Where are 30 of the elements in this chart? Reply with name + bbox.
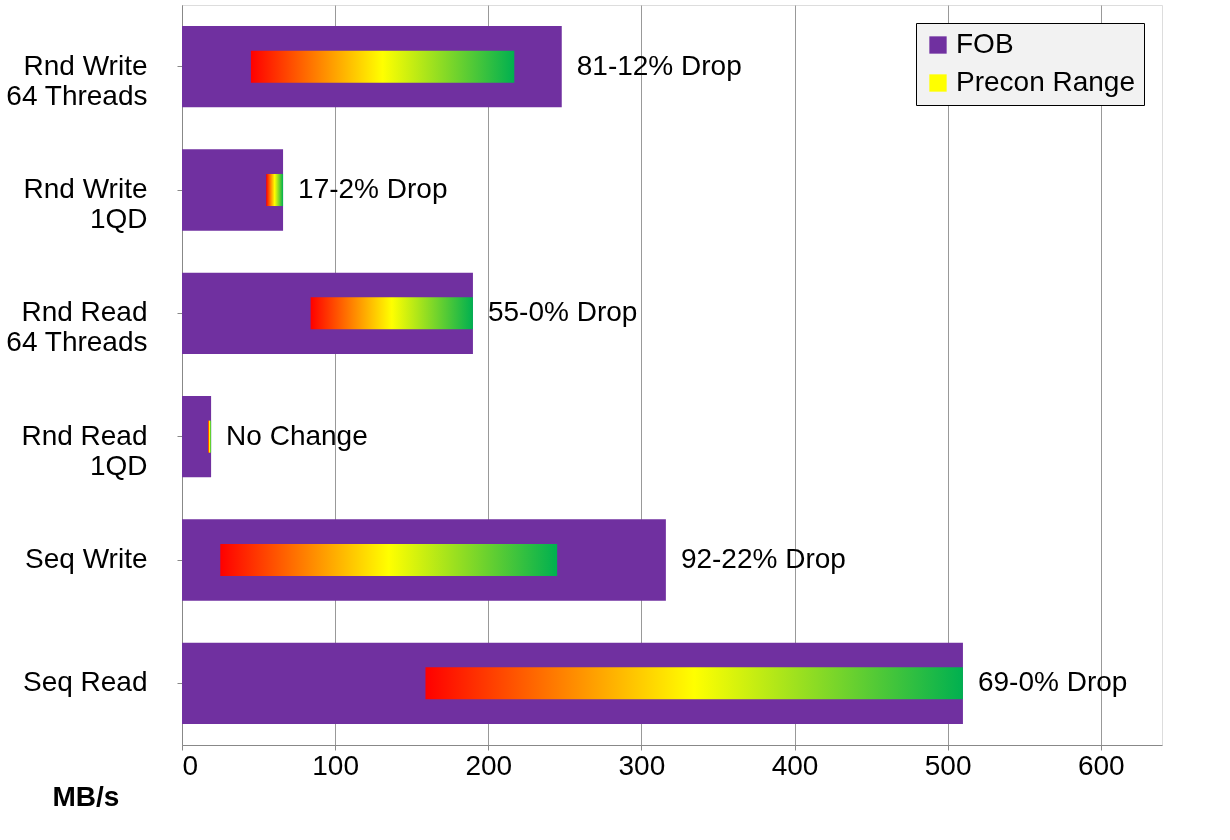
bar [182,149,284,231]
y-tick-label: Seq Write [25,543,148,574]
legend-label: FOB [956,28,1014,59]
y-tick-label: Seq Read [22,666,148,698]
x-tick-label: 300 [618,749,666,781]
x-tick-label: 600 [1077,749,1125,781]
x-tick-label: 100 [312,749,359,781]
bar [250,50,515,83]
x-axis-title: MB/s [52,780,120,812]
annotation: 55-0% Drop [487,296,638,328]
bar [310,297,473,330]
annotation: 69-0% Drop [977,666,1128,698]
bar [220,543,558,577]
bar [208,420,212,453]
legend-label: Precon Range [956,66,1136,97]
x-tick-label: 200 [465,749,513,781]
annotation: 92-22% Drop [680,543,846,574]
y-tick-label: Rnd Write 1QD [23,173,148,234]
y-tick-label: Rnd Read 64 Threads [6,296,148,358]
annotation: No Change [226,419,368,451]
y-tick-label: Rnd Write 64 Threads [6,49,148,111]
annotation: 17-2% Drop [298,173,448,204]
bar [182,395,212,478]
bar [266,173,284,207]
y-tick-label: Rnd Read 1QD [21,419,148,481]
x-tick-label: 400 [771,749,819,781]
x-tick-label: 0 [182,749,199,781]
x-tick-label: 500 [924,749,972,781]
annotation: 81-12% Drop [576,49,742,81]
bar [425,667,963,700]
